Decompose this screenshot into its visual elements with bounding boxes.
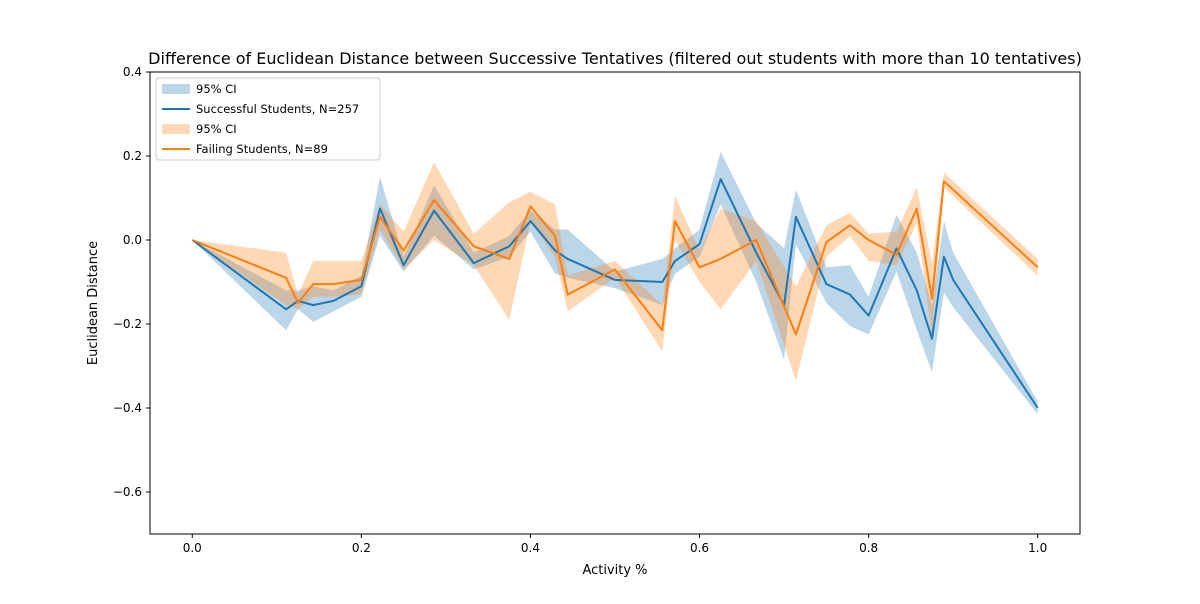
point-series-1: [795, 216, 797, 218]
point-series-1: [333, 300, 335, 302]
point-series-1: [379, 208, 381, 210]
point-series-2: [192, 239, 194, 241]
point-series-1: [916, 290, 918, 292]
point-series-1: [614, 279, 616, 281]
point-series-1: [699, 243, 701, 245]
ci-band-series-2: [192, 162, 1038, 381]
chart-title: Difference of Euclidean Distance between…: [148, 49, 1082, 68]
point-series-1: [849, 294, 851, 296]
point-series-2: [554, 235, 556, 237]
point-series-1: [530, 220, 532, 222]
point-series-1: [720, 178, 722, 180]
y-tick-label: 0.4: [123, 65, 142, 79]
y-axis-ticks: −0.6 −0.4 −0.2 0.0 0.2 0.4: [113, 65, 150, 499]
legend-label: 95% CI: [196, 82, 237, 96]
legend-label: 95% CI: [196, 122, 237, 136]
y-axis-label: Euclidean Distance: [86, 241, 101, 365]
legend: 95% CI Successful Students, N=257 95% CI Fa…: [155, 77, 381, 161]
point-series-1: [312, 304, 314, 306]
line-series-1: [191, 178, 1039, 409]
y-tick-label: −0.2: [113, 317, 142, 331]
point-series-2: [509, 258, 511, 260]
point-series-2: [868, 239, 870, 241]
y-tick-label: −0.6: [113, 485, 142, 499]
y-tick-label: 0.0: [123, 233, 142, 247]
legend-swatch-band: [162, 84, 190, 94]
point-series-1: [285, 309, 287, 311]
point-series-1: [674, 260, 676, 262]
legend-label: Successful Students, N=257: [196, 102, 359, 116]
point-series-2: [662, 330, 664, 332]
point-series-1: [931, 338, 933, 340]
point-series-2: [333, 283, 335, 285]
point-series-1: [509, 246, 511, 248]
point-series-1: [896, 248, 898, 250]
point-series-2: [473, 246, 475, 248]
point-series-2: [361, 279, 363, 281]
x-tick-label: 0.2: [352, 541, 371, 555]
point-series-2: [826, 241, 828, 243]
point-series-1: [403, 264, 405, 266]
x-axis-ticks: 0.0 0.2 0.4 0.6 0.8 1.0: [183, 534, 1047, 555]
ci-bands: [192, 151, 1038, 415]
x-tick-label: 0.8: [859, 541, 878, 555]
point-series-1: [755, 252, 757, 254]
point-series-1: [567, 258, 569, 260]
point-series-2: [614, 269, 616, 271]
line-series-2: [191, 180, 1039, 336]
point-series-2: [896, 254, 898, 256]
point-series-2: [1037, 267, 1039, 269]
x-tick-label: 1.0: [1028, 541, 1047, 555]
point-series-2: [379, 216, 381, 218]
point-series-1: [554, 250, 556, 252]
point-series-2: [699, 267, 701, 269]
point-series-2: [795, 334, 797, 336]
point-series-2: [403, 250, 405, 252]
point-series-2: [674, 220, 676, 222]
point-series-2: [285, 277, 287, 279]
x-tick-label: 0.4: [521, 541, 540, 555]
point-series-2: [943, 180, 945, 182]
point-series-1: [433, 210, 435, 212]
point-series-2: [720, 258, 722, 260]
ci-band-series-1: [192, 151, 1038, 415]
point-series-2: [931, 298, 933, 300]
point-series-2: [297, 302, 299, 304]
point-series-2: [916, 208, 918, 210]
point-series-1: [952, 279, 954, 281]
legend-box: [155, 77, 381, 161]
y-tick-label: −0.4: [113, 401, 142, 415]
legend-swatch-band: [162, 124, 190, 134]
point-series-2: [312, 283, 314, 285]
plot-frame: [149, 71, 1081, 535]
point-series-1: [473, 262, 475, 264]
point-series-2: [567, 294, 569, 296]
point-series-2: [433, 199, 435, 201]
legend-label: Failing Students, N=89: [196, 142, 328, 156]
series-lines: [191, 178, 1039, 409]
point-series-1: [361, 285, 363, 287]
point-series-1: [943, 256, 945, 258]
x-axis-label: Activity %: [582, 563, 647, 578]
point-series-1: [826, 283, 828, 285]
x-tick-label: 0.0: [183, 541, 202, 555]
y-tick-label: 0.2: [123, 149, 142, 163]
point-series-1: [1037, 407, 1039, 409]
point-series-1: [868, 315, 870, 317]
point-series-1: [662, 281, 664, 283]
point-series-2: [849, 225, 851, 227]
point-series-2: [755, 239, 757, 241]
x-tick-label: 0.6: [690, 541, 709, 555]
point-series-2: [530, 206, 532, 208]
